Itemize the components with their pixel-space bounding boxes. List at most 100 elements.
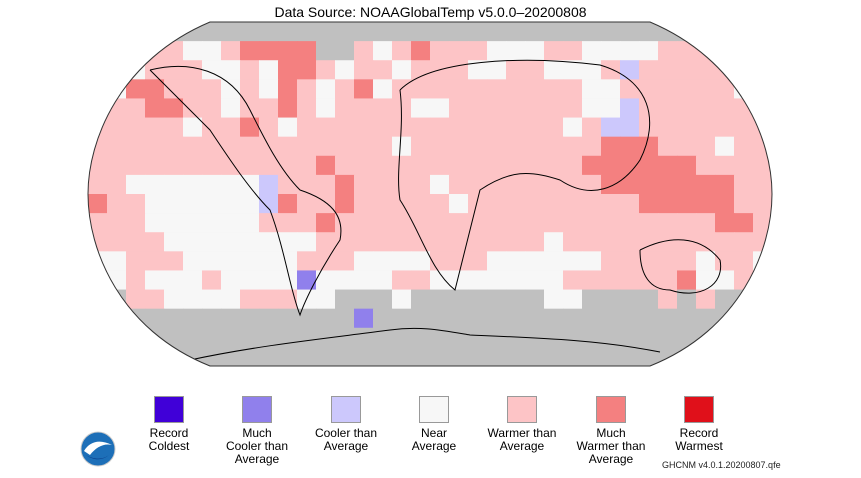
anomaly-cell [164, 232, 184, 252]
anomaly-cell [183, 79, 203, 99]
anomaly-cell [677, 174, 697, 195]
anomaly-cell [601, 117, 621, 138]
anomaly-cell [145, 308, 165, 329]
anomaly-cell [354, 251, 374, 271]
anomaly-cell [468, 174, 488, 195]
anomaly-cell [753, 308, 772, 329]
anomaly-cell [563, 136, 583, 157]
anomaly-cell [753, 174, 772, 195]
anomaly-cell [468, 270, 488, 291]
anomaly-cell [734, 79, 754, 99]
anomaly-cell [354, 289, 374, 310]
anomaly-cell [240, 327, 260, 348]
anomaly-cell [126, 136, 146, 157]
anomaly-cell [373, 98, 393, 119]
anomaly-cell [620, 251, 640, 271]
anomaly-cell [753, 327, 772, 348]
anomaly-cell [88, 194, 108, 214]
anomaly-cell [468, 327, 488, 348]
anomaly-cell [202, 346, 222, 366]
anomaly-cell [354, 194, 374, 214]
anomaly-cell [753, 213, 772, 233]
anomaly-cell [411, 289, 431, 310]
anomaly-cell [221, 117, 241, 138]
anomaly-cell [240, 251, 260, 271]
anomaly-cell [126, 79, 146, 99]
anomaly-cell [202, 41, 222, 61]
anomaly-cell [696, 98, 716, 119]
anomaly-cell [544, 41, 564, 61]
anomaly-cell [145, 98, 165, 119]
anomaly-cell [259, 213, 279, 233]
anomaly-cell [316, 155, 336, 176]
anomaly-cell [88, 79, 108, 99]
anomaly-cell [620, 60, 640, 80]
anomaly-cell [316, 251, 336, 271]
anomaly-cell [145, 232, 165, 252]
anomaly-cell [164, 41, 184, 61]
anomaly-cell [392, 136, 412, 157]
anomaly-cell [259, 22, 279, 42]
anomaly-cell [126, 22, 146, 42]
anomaly-cell [107, 251, 127, 271]
anomaly-cell [639, 251, 659, 271]
anomaly-cell [126, 194, 146, 214]
anomaly-cell [411, 327, 431, 348]
anomaly-cell [259, 79, 279, 99]
anomaly-cell [88, 174, 108, 195]
anomaly-cell [430, 41, 450, 61]
anomaly-cell [506, 194, 526, 214]
anomaly-cell [126, 98, 146, 119]
anomaly-cell [563, 327, 583, 348]
anomaly-cell [278, 194, 298, 214]
anomaly-cell [487, 41, 507, 61]
anomaly-cell [107, 41, 127, 61]
anomaly-cell [639, 79, 659, 99]
anomaly-cell [107, 60, 127, 80]
anomaly-cell [259, 270, 279, 291]
anomaly-cell [468, 117, 488, 138]
anomaly-cell [658, 22, 678, 42]
anomaly-cell [449, 79, 469, 99]
anomaly-cell [677, 194, 697, 214]
anomaly-cell [240, 270, 260, 291]
anomaly-cell [430, 117, 450, 138]
anomaly-cell [487, 98, 507, 119]
anomaly-cell [164, 213, 184, 233]
anomaly-cell [430, 22, 450, 42]
anomaly-cell [335, 194, 355, 214]
anomaly-cell [335, 98, 355, 119]
anomaly-cell [392, 194, 412, 214]
anomaly-cell [677, 79, 697, 99]
anomaly-cell [240, 79, 260, 99]
anomaly-cell [696, 213, 716, 233]
anomaly-cell [639, 60, 659, 80]
anomaly-cell [316, 174, 336, 195]
anomaly-cell [715, 346, 735, 366]
anomaly-cell [183, 346, 203, 366]
anomaly-cell [354, 22, 374, 42]
anomaly-cell [639, 155, 659, 176]
anomaly-cell [430, 136, 450, 157]
anomaly-cell [107, 232, 127, 252]
anomaly-cell [373, 327, 393, 348]
anomaly-cell [240, 117, 260, 138]
anomaly-cell [715, 232, 735, 252]
anomaly-cell [240, 213, 260, 233]
anomaly-cell [639, 346, 659, 366]
anomaly-cell [658, 60, 678, 80]
anomaly-cell [544, 117, 564, 138]
anomaly-cell [202, 22, 222, 42]
anomaly-cell [601, 251, 621, 271]
anomaly-cell [259, 60, 279, 80]
legend-item: Cooler than Average [301, 396, 391, 453]
anomaly-cell [316, 327, 336, 348]
anomaly-cell [658, 41, 678, 61]
anomaly-cell [639, 117, 659, 138]
anomaly-cell [715, 308, 735, 329]
anomaly-cell [677, 232, 697, 252]
anomaly-cell [335, 251, 355, 271]
anomaly-cell [487, 174, 507, 195]
anomaly-cell [335, 346, 355, 366]
anomaly-grid [88, 22, 772, 366]
